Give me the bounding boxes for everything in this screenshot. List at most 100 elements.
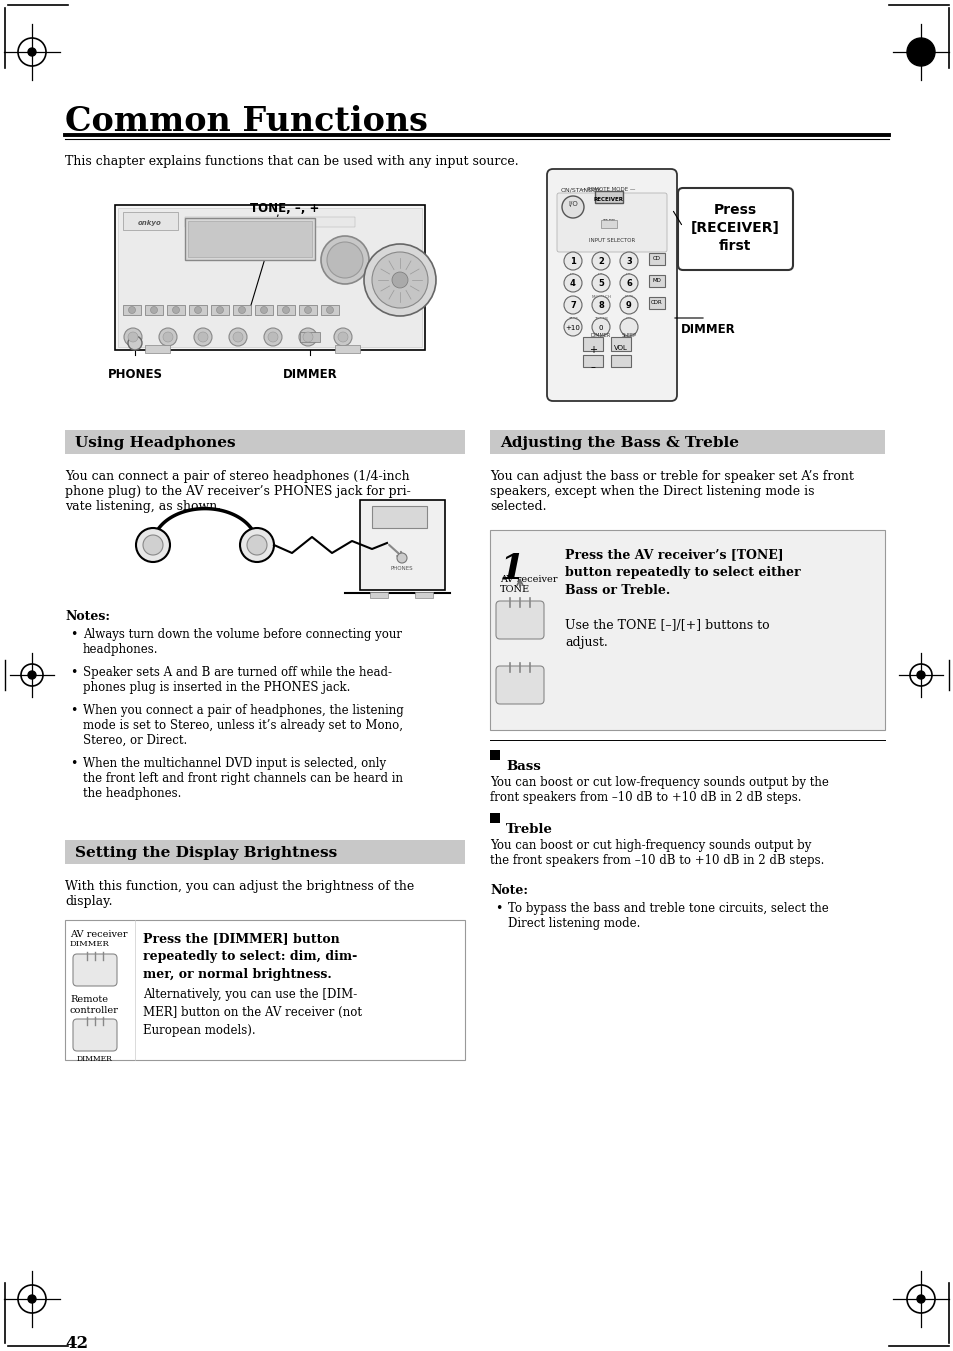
- Circle shape: [563, 274, 581, 292]
- Text: DIMMER: DIMMER: [680, 323, 735, 336]
- Text: — REMOTE MODE —: — REMOTE MODE —: [579, 186, 635, 192]
- Text: Note:: Note:: [490, 884, 527, 897]
- Circle shape: [592, 274, 609, 292]
- Circle shape: [396, 553, 407, 563]
- Text: 7: 7: [570, 301, 576, 311]
- Bar: [648, 276, 664, 286]
- Bar: [145, 305, 163, 315]
- Bar: [115, 205, 424, 350]
- Text: Use the TONE [–]/[+] buttons to
adjust.: Use the TONE [–]/[+] buttons to adjust.: [564, 617, 769, 648]
- Text: front speakers from –10 dB to +10 dB in 2 dB steps.: front speakers from –10 dB to +10 dB in …: [490, 790, 801, 804]
- Text: 2: 2: [598, 258, 603, 266]
- Bar: [185, 218, 355, 227]
- Text: 9: 9: [625, 301, 631, 311]
- Text: •: •: [495, 902, 502, 915]
- FancyBboxPatch shape: [496, 666, 543, 704]
- Bar: [335, 345, 359, 353]
- Circle shape: [337, 332, 348, 342]
- Text: Press the [DIMMER] button
repeatedly to select: dim, dim-
mer, or normal brightn: Press the [DIMMER] button repeatedly to …: [143, 932, 356, 981]
- Text: the headphones.: the headphones.: [83, 788, 181, 800]
- Text: vate listening, as shown.: vate listening, as shown.: [65, 500, 221, 513]
- Text: DIMMER: DIMMER: [70, 940, 110, 948]
- Text: 42: 42: [65, 1335, 88, 1351]
- Text: 0: 0: [598, 326, 602, 331]
- Circle shape: [916, 1296, 924, 1302]
- Text: TONE: TONE: [499, 585, 530, 594]
- Text: speakers, except when the Direct listening mode is: speakers, except when the Direct listeni…: [490, 485, 814, 499]
- Circle shape: [163, 332, 172, 342]
- Bar: [185, 218, 314, 259]
- Text: Always turn down the volume before connecting your: Always turn down the volume before conne…: [83, 628, 401, 640]
- Bar: [233, 305, 251, 315]
- Text: CDR: CDR: [651, 300, 662, 305]
- Circle shape: [619, 274, 638, 292]
- Text: display.: display.: [65, 894, 112, 908]
- Bar: [370, 592, 388, 598]
- Bar: [595, 190, 622, 203]
- FancyBboxPatch shape: [496, 601, 543, 639]
- Bar: [359, 500, 444, 590]
- Circle shape: [240, 528, 274, 562]
- Bar: [188, 222, 312, 257]
- Text: When the multichannel DVD input is selected, only: When the multichannel DVD input is selec…: [83, 757, 386, 770]
- Text: When you connect a pair of headphones, the listening: When you connect a pair of headphones, t…: [83, 704, 403, 717]
- FancyBboxPatch shape: [546, 169, 677, 401]
- Text: AV receiver: AV receiver: [499, 576, 557, 584]
- Bar: [254, 305, 273, 315]
- Text: Press: Press: [713, 203, 756, 218]
- Circle shape: [159, 328, 177, 346]
- Circle shape: [320, 236, 369, 284]
- Text: To bypass the bass and treble tone circuits, select the: To bypass the bass and treble tone circu…: [507, 902, 828, 915]
- Text: the front speakers from –10 dB to +10 dB in 2 dB steps.: the front speakers from –10 dB to +10 dB…: [490, 854, 823, 867]
- Circle shape: [28, 1296, 36, 1302]
- Bar: [320, 305, 338, 315]
- Circle shape: [28, 671, 36, 680]
- Text: •: •: [70, 704, 77, 717]
- Circle shape: [229, 328, 247, 346]
- Circle shape: [303, 332, 313, 342]
- Text: 1: 1: [499, 553, 524, 586]
- Text: Treble: Treble: [505, 823, 553, 836]
- Text: You can boost or cut low-frequency sounds output by the: You can boost or cut low-frequency sound…: [490, 775, 828, 789]
- Bar: [415, 592, 433, 598]
- Circle shape: [128, 332, 138, 342]
- Text: 1: 1: [570, 258, 576, 266]
- Circle shape: [592, 253, 609, 270]
- Circle shape: [172, 307, 179, 313]
- Text: DIMMER: DIMMER: [77, 1055, 112, 1063]
- Text: first: first: [718, 239, 750, 253]
- Bar: [490, 813, 499, 823]
- Circle shape: [128, 336, 142, 350]
- Circle shape: [326, 307, 334, 313]
- Bar: [65, 430, 464, 454]
- Text: You can connect a pair of stereo headphones (1/4-inch: You can connect a pair of stereo headpho…: [65, 470, 409, 484]
- FancyBboxPatch shape: [678, 188, 792, 270]
- Text: 8: 8: [598, 301, 603, 311]
- Circle shape: [563, 296, 581, 313]
- Text: 4: 4: [570, 280, 576, 289]
- Text: Press the AV receiver’s [TONE]
button repeatedly to select either
Bass or Treble: Press the AV receiver’s [TONE] button re…: [564, 549, 800, 597]
- Circle shape: [334, 328, 352, 346]
- Bar: [648, 253, 664, 265]
- Bar: [610, 336, 630, 351]
- Text: Notes:: Notes:: [65, 611, 110, 623]
- Circle shape: [372, 253, 428, 308]
- Text: Using Headphones: Using Headphones: [75, 436, 235, 450]
- Circle shape: [282, 307, 289, 313]
- FancyBboxPatch shape: [557, 193, 666, 253]
- Bar: [372, 507, 427, 528]
- Text: INPUT SELECTOR: INPUT SELECTOR: [588, 238, 635, 243]
- Text: MD: MD: [652, 278, 660, 284]
- Text: TUNER: TUNER: [594, 317, 607, 322]
- Circle shape: [238, 307, 245, 313]
- Text: SLEEP: SLEEP: [620, 332, 636, 338]
- Text: This chapter explains functions that can be used with any input source.: This chapter explains functions that can…: [65, 155, 518, 168]
- Text: You can boost or cut high-frequency sounds output by: You can boost or cut high-frequency soun…: [490, 839, 810, 852]
- Bar: [582, 336, 602, 351]
- Text: controller: controller: [70, 1006, 119, 1015]
- Text: onkyo: onkyo: [138, 220, 162, 226]
- Text: TAPE: TAPE: [567, 317, 578, 322]
- Circle shape: [124, 328, 142, 346]
- Text: •: •: [70, 628, 77, 640]
- Circle shape: [304, 307, 312, 313]
